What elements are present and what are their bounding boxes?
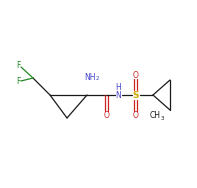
- Text: F: F: [16, 77, 20, 86]
- Text: 3: 3: [161, 115, 164, 121]
- Text: O: O: [133, 70, 139, 80]
- Text: H: H: [115, 83, 121, 92]
- Text: F: F: [16, 61, 20, 70]
- Text: 2: 2: [96, 77, 99, 82]
- Text: S: S: [133, 90, 139, 99]
- Text: NH: NH: [84, 74, 96, 83]
- Text: CH: CH: [150, 111, 161, 121]
- Text: N: N: [115, 90, 121, 99]
- Text: O: O: [104, 111, 110, 120]
- Text: O: O: [133, 111, 139, 120]
